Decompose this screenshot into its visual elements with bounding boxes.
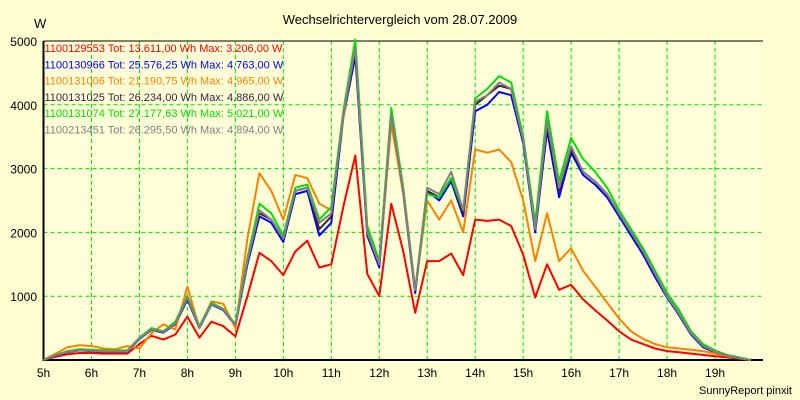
legend-entry-1100131074: 1100131074 Tot: 27.177,63 Wh Max: 5.021,… <box>45 108 284 120</box>
x-tick-label: 18h <box>657 366 677 380</box>
x-tick-label: 10h <box>273 366 293 380</box>
legend: 1100129553 Tot: 13.611,00 Wh Max: 3.206,… <box>45 43 284 137</box>
legend-entry-1100130966: 1100130966 Tot: 25.576,25 Wh Max: 4.763,… <box>45 59 284 71</box>
series-line-1100213451 <box>43 46 752 361</box>
x-tick-label: 9h <box>229 366 242 380</box>
legend-entry-1100213451: 1100213451 Tot: 26.295,50 Wh Max: 4.894,… <box>45 125 284 137</box>
y-tick-label: 3000 <box>10 163 37 177</box>
y-axis-label: W <box>34 16 47 31</box>
x-tick-label: 12h <box>369 366 389 380</box>
y-tick-label: 5000 <box>10 35 37 49</box>
legend-entry-1100131006: 1100131006 Tot: 21.190,75 Wh Max: 4.965,… <box>45 76 284 88</box>
x-tick-label: 13h <box>417 366 437 380</box>
x-tick-label: 11h <box>322 366 341 380</box>
x-tick-label: 5h <box>37 366 50 380</box>
y-tick-label: 2000 <box>10 226 37 240</box>
x-tick-label: 19h <box>705 366 725 380</box>
series-lines <box>43 38 752 361</box>
x-tick-label: 16h <box>561 366 581 380</box>
x-tick-label: 15h <box>513 366 533 380</box>
axes: 5h 6h 7h 8h 9h 10h 11h 12h 13h 14h 15h 16h 17h 18h 19h… <box>10 35 763 380</box>
x-tick-label: 14h <box>465 366 485 380</box>
x-tick-label: 7h <box>133 366 146 380</box>
chart-title: Wechselrichtervergleich vom 28.07.2009 <box>283 12 518 27</box>
footer-credit: SunnyReport pinxit <box>699 385 792 397</box>
x-tick-label: 8h <box>181 366 194 380</box>
series-line-1100129553 <box>43 154 752 361</box>
x-tick-label: 17h <box>609 366 629 380</box>
x-tick-label: 6h <box>85 366 98 380</box>
y-tick-label: 4000 <box>10 99 37 113</box>
legend-entry-1100129553: 1100129553 Tot: 13.611,00 Wh Max: 3.206,… <box>45 43 284 55</box>
legend-entry-1100131025: 1100131025 Tot: 26.234,00 Wh Max: 4.886,… <box>45 92 284 104</box>
y-tick-label: 1000 <box>10 290 37 304</box>
